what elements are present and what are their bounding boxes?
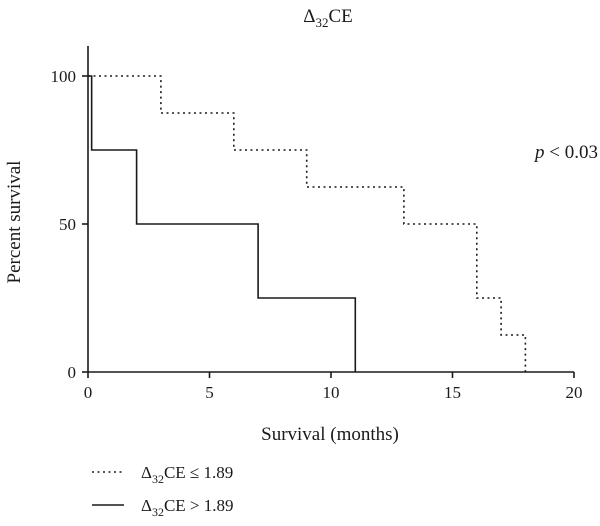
legend-dotted-sub: 32 [152,472,164,486]
plot-area: 0 5 10 15 20 0 50 100 [51,46,583,402]
legend-label-dotted: Δ32CE ≤ 1.89 [141,463,233,486]
chart-title: Δ32CE [303,6,353,30]
y-tick-label-50: 50 [59,215,76,234]
p-value-rest: < 0.03 [545,142,598,163]
x-tick-label-5: 5 [205,383,214,402]
y-axis-label: Percent survival [4,161,25,284]
chart-title-main: CE [328,6,352,27]
x-tick-label-20: 20 [566,383,583,402]
x-axis-label: Survival (months) [261,424,399,445]
x-tick-label-0: 0 [84,383,93,402]
legend-solid-prefix: Δ [141,496,152,515]
p-value-annotation: p < 0.03 [533,142,598,163]
legend: Δ32CE ≤ 1.89 Δ32CE > 1.89 [92,463,234,519]
series-solid-line [88,75,357,372]
p-value-italic: p [533,142,545,163]
y-tick-label-100: 100 [51,67,77,86]
chart-title-symbol: Δ [303,6,315,27]
y-tick-label-0: 0 [68,363,77,382]
legend-label-solid: Δ32CE > 1.89 [141,496,234,519]
x-tick-label-15: 15 [444,383,461,402]
legend-solid-sub: 32 [152,505,164,519]
legend-dotted-prefix: Δ [141,463,152,482]
legend-solid-rest: CE > 1.89 [164,496,234,515]
legend-dotted-rest: CE ≤ 1.89 [164,463,233,482]
chart-title-subscript: 32 [315,15,328,30]
x-tick-label-10: 10 [323,383,340,402]
